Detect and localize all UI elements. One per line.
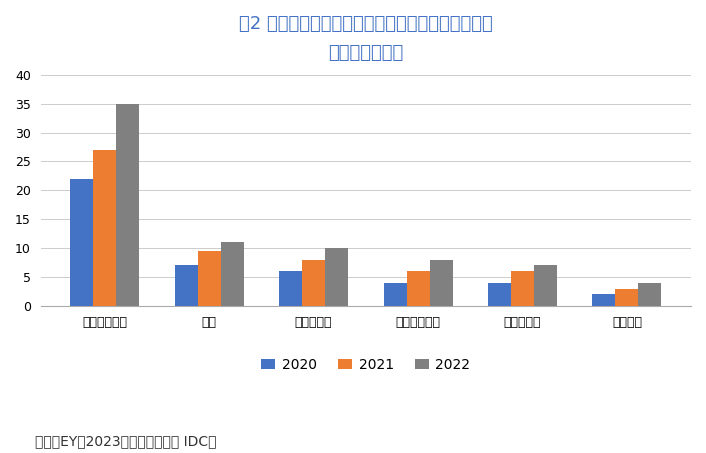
Title: 図2 東南アジアにおけるパブリッククラウドの市場
規模（億ドル）: 図2 東南アジアにおけるパブリッククラウドの市場 規模（億ドル） xyxy=(239,15,493,62)
Bar xyxy=(93,150,116,306)
Bar xyxy=(534,265,557,306)
Legend: 2020, 2021, 2022: 2020, 2021, 2022 xyxy=(256,352,476,377)
Bar xyxy=(198,251,220,306)
Bar xyxy=(511,271,534,306)
Bar xyxy=(638,283,662,306)
Bar xyxy=(592,294,616,306)
Bar xyxy=(302,260,325,306)
Bar xyxy=(616,289,638,306)
Bar xyxy=(116,104,139,306)
Bar xyxy=(429,260,453,306)
Bar xyxy=(383,283,407,306)
Bar xyxy=(70,179,93,306)
Text: 出所：EY（2023）、元データは IDC。: 出所：EY（2023）、元データは IDC。 xyxy=(35,434,217,448)
Bar xyxy=(279,271,302,306)
Bar xyxy=(488,283,511,306)
Bar xyxy=(325,248,348,306)
Bar xyxy=(174,265,198,306)
Bar xyxy=(407,271,429,306)
Bar xyxy=(220,242,244,306)
